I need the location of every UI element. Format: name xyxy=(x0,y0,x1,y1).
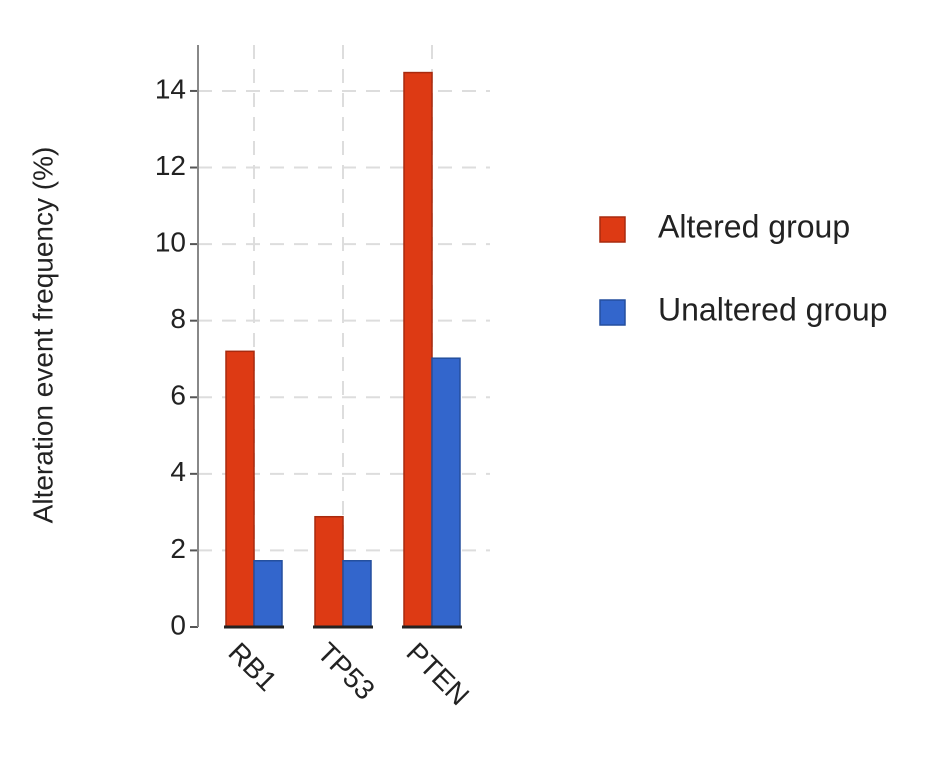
bar xyxy=(403,71,433,628)
y-tick-label: 4 xyxy=(170,456,186,487)
legend-swatch xyxy=(599,299,626,326)
x-tick-label: TP53 xyxy=(312,637,381,706)
bar xyxy=(431,357,461,628)
y-tick-label: 10 xyxy=(155,226,186,257)
y-tick-label: 2 xyxy=(170,533,186,564)
bar xyxy=(314,515,344,628)
y-tick-label: 12 xyxy=(155,150,186,181)
y-tick-label: 8 xyxy=(170,303,186,334)
legend-swatch xyxy=(599,216,626,243)
bar xyxy=(253,560,283,628)
legend-label: Unaltered group xyxy=(658,291,887,327)
legend-label: Altered group xyxy=(658,208,850,244)
y-tick-label: 14 xyxy=(155,73,186,104)
x-tick-label: PTEN xyxy=(401,637,476,712)
x-tick-label: RB1 xyxy=(223,637,283,697)
y-tick-label: 0 xyxy=(170,609,186,640)
y-tick-label: 6 xyxy=(170,380,186,411)
bar xyxy=(225,350,255,628)
y-axis-title: Alteration event frequency (%) xyxy=(27,147,58,524)
bar xyxy=(342,560,372,628)
